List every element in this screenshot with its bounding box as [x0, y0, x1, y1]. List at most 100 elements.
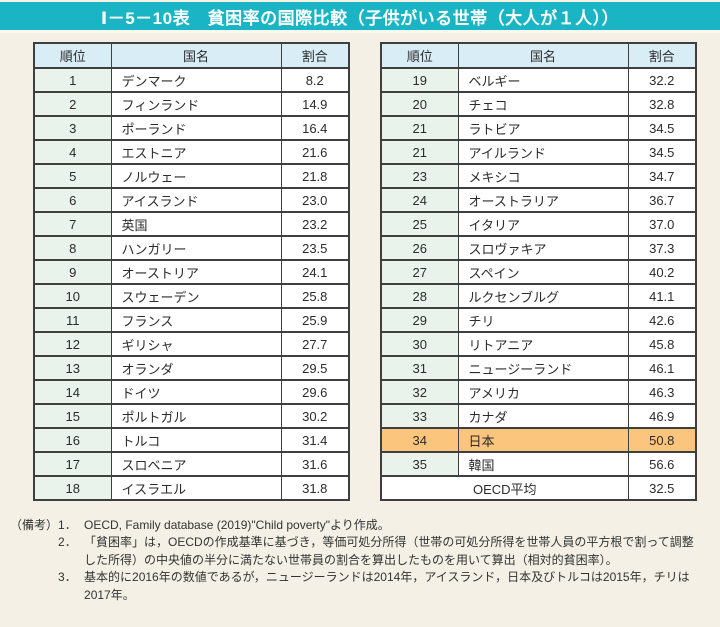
- remark-item-text: 基本的に2016年の数値であるが，ニュージーランドは2014年，アイスランド，日…: [84, 570, 690, 602]
- table-row: 15 ポルトガル 30.2: [33, 403, 350, 429]
- value-cell: 37.0: [627, 211, 697, 237]
- rank-cell: 15: [33, 403, 112, 429]
- value-cell: 41.1: [627, 283, 697, 309]
- country-cell: チェコ: [457, 91, 629, 117]
- rank-cell: 16: [33, 427, 112, 453]
- rank-cell: 21: [380, 115, 459, 141]
- remarks-section: （備考） 1． OECD, Family database (2019)"Chil…: [0, 501, 720, 604]
- table-row: 9 オーストリア 24.1: [33, 259, 350, 285]
- table-row: 18 イスラエル 31.8: [33, 475, 350, 501]
- country-cell: イスラエル: [110, 475, 282, 501]
- value-cell: 29.6: [280, 379, 350, 405]
- page-title: Ⅰ－5－10表 貧困率の国際比較（子供がいる世帯（大人が１人））: [0, 2, 720, 33]
- country-cell: ニュージーランド: [457, 355, 629, 381]
- table-row: 1 デンマーク 8.2: [33, 67, 350, 93]
- rank-cell: 24: [380, 187, 459, 213]
- rank-cell: 23: [380, 163, 459, 189]
- country-cell: 日本: [457, 427, 629, 453]
- value-cell: 23.2: [280, 211, 350, 237]
- rank-cell: 26: [380, 235, 459, 261]
- value-cell: 25.8: [280, 283, 350, 309]
- remark-item-number: 1．: [58, 518, 77, 532]
- table-row: 19 ベルギー 32.2: [380, 67, 697, 93]
- table-row: 11 フランス 25.9: [33, 307, 350, 333]
- country-cell: オーストラリア: [457, 187, 629, 213]
- remark-item-text: OECD, Family database (2019)"Child pover…: [84, 518, 390, 532]
- rank-cell: 30: [380, 331, 459, 357]
- remarks-label: （備考）: [10, 518, 59, 532]
- country-cell: ポルトガル: [110, 403, 282, 429]
- value-cell: 50.8: [627, 427, 697, 453]
- value-cell: 31.6: [280, 451, 350, 477]
- table-row: 6 アイスランド 23.0: [33, 187, 350, 213]
- country-cell: ドイツ: [110, 379, 282, 405]
- value-cell: 46.3: [627, 379, 697, 405]
- remarks-list: 1． OECD, Family database (2019)"Child pov…: [58, 517, 700, 604]
- table-row: 16 トルコ 31.4: [33, 427, 350, 453]
- country-cell: スロベニア: [110, 451, 282, 477]
- tables-container: 順位 国名 割合 1 デンマーク 8.2 2 フィンランド 14.9 3 ポーランド 16.4 4…: [0, 33, 720, 501]
- value-cell: 25.9: [280, 307, 350, 333]
- value-cell: 34.7: [627, 163, 697, 189]
- country-cell: ベルギー: [457, 67, 629, 93]
- rank-cell: 17: [33, 451, 112, 477]
- value-cell: 14.9: [280, 91, 350, 117]
- country-cell: 英国: [110, 211, 282, 237]
- table-row: 2 フィンランド 14.9: [33, 91, 350, 117]
- table-row: 32 アメリカ 46.3: [380, 379, 697, 405]
- value-cell: 46.9: [627, 403, 697, 429]
- value-cell: 8.2: [280, 67, 350, 93]
- value-cell: 21.8: [280, 163, 350, 189]
- rank-cell: 8: [33, 235, 112, 261]
- rank-cell: 25: [380, 211, 459, 237]
- country-cell: オーストリア: [110, 259, 282, 285]
- value-cell: 30.2: [280, 403, 350, 429]
- page-title-text: Ⅰ－5－10表 貧困率の国際比較（子供がいる世帯（大人が１人））: [100, 8, 620, 28]
- country-cell: イタリア: [457, 211, 629, 237]
- remark-item-text: 「貧困率」は，OECDの作成基準に基づき，等価可処分所得（世帯の可処分所得を世帯…: [84, 535, 694, 567]
- rank-cell: 10: [33, 283, 112, 309]
- rank-cell: 12: [33, 331, 112, 357]
- value-cell: 23.0: [280, 187, 350, 213]
- rank-cell: 13: [33, 355, 112, 381]
- remark-item-number: 3．: [58, 570, 77, 585]
- table-row: 30 リトアニア 45.8: [380, 331, 697, 357]
- value-cell: 56.6: [627, 451, 697, 477]
- table-row: 7 英国 23.2: [33, 211, 350, 237]
- rank-column-header: 順位: [33, 42, 112, 69]
- table-row: 21 ラトビア 34.5: [380, 115, 697, 141]
- country-cell: 韓国: [457, 451, 629, 477]
- country-cell: トルコ: [110, 427, 282, 453]
- rank-cell: 31: [380, 355, 459, 381]
- table-row: 29 チリ 42.6: [380, 307, 697, 333]
- table-row: 17 スロベニア 31.6: [33, 451, 350, 477]
- table-row: 14 ドイツ 29.6: [33, 379, 350, 405]
- table-row: 3 ポーランド 16.4: [33, 115, 350, 141]
- rank-cell: 32: [380, 379, 459, 405]
- table-row: 34 日本 50.8: [380, 427, 697, 453]
- table-row: 31 ニュージーランド 46.1: [380, 355, 697, 381]
- country-cell: オランダ: [110, 355, 282, 381]
- value-column-header: 割合: [627, 42, 697, 69]
- country-cell: アイスランド: [110, 187, 282, 213]
- rank-cell: 14: [33, 379, 112, 405]
- country-cell: ルクセンブルグ: [457, 283, 629, 309]
- country-cell: エストニア: [110, 139, 282, 165]
- remark-item-number: 2．: [58, 535, 77, 550]
- value-cell: 42.6: [627, 307, 697, 333]
- remark-item: 3． 基本的に2016年の数値であるが，ニュージーランドは2014年，アイスランド…: [58, 569, 700, 604]
- value-cell: 45.8: [627, 331, 697, 357]
- rank-cell: 9: [33, 259, 112, 285]
- country-cell: チリ: [457, 307, 629, 333]
- value-cell: 21.6: [280, 139, 350, 165]
- country-cell: スロヴァキア: [457, 235, 629, 261]
- rank-cell: 4: [33, 139, 112, 165]
- table-row: 10 スウェーデン 25.8: [33, 283, 350, 309]
- rank-cell: 3: [33, 115, 112, 141]
- value-cell: 32.2: [627, 67, 697, 93]
- value-cell: 31.8: [280, 475, 350, 501]
- table-row: 24 オーストラリア 36.7: [380, 187, 697, 213]
- country-cell: ラトビア: [457, 115, 629, 141]
- country-cell: スペイン: [457, 259, 629, 285]
- oecd-average-label: OECD平均: [380, 475, 629, 501]
